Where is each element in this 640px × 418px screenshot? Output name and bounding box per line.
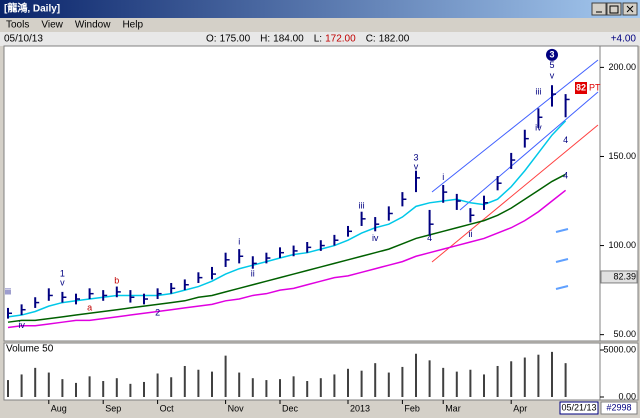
x-tick-label: Mar	[445, 403, 461, 413]
wave-label: iii	[5, 286, 11, 296]
ohlc-value: 184.00	[273, 34, 304, 45]
last-value-box	[600, 270, 638, 284]
wave-label: 5	[549, 60, 554, 70]
wave-label: 1	[60, 268, 65, 278]
target-value: 82	[576, 82, 586, 92]
price-axis	[599, 45, 639, 342]
target-label: PT	[589, 82, 601, 92]
volume-tick-label: 5000.00	[603, 344, 636, 354]
volume-axis	[599, 342, 639, 401]
ohlc-value: 172.00	[325, 34, 356, 45]
menu-item[interactable]: Window	[75, 20, 111, 31]
legend-ticks	[555, 228, 569, 290]
x-tick-label: Feb	[404, 403, 420, 413]
wave-label: iii	[359, 201, 365, 211]
wave-label: v	[60, 277, 65, 287]
wave-label: iv	[372, 233, 379, 243]
x-tick-label: Nov	[228, 403, 245, 413]
wave-badge	[546, 48, 558, 61]
bar-count: #2998	[606, 402, 631, 412]
wave-label: iv	[535, 122, 542, 132]
info-date: 05/10/13	[4, 34, 43, 45]
bar-count-box	[600, 401, 638, 415]
minimize-button[interactable]	[591, 2, 607, 16]
volume-title: Volume 50	[6, 344, 54, 355]
moving-average	[7, 189, 567, 329]
volume-tick-label: 0.00	[618, 391, 636, 401]
ohlc-value: 182.00	[379, 34, 410, 45]
window-button-icons	[596, 5, 634, 14]
date-box-label: 05/21/13	[561, 402, 596, 412]
channel-line	[459, 91, 599, 211]
wave-label: iii	[535, 87, 541, 97]
ohlc-value: 175.00	[220, 34, 251, 45]
x-tick-label: Dec	[282, 403, 299, 413]
wave-label: i	[238, 236, 240, 246]
moving-average	[7, 173, 566, 323]
info-change: +4.00	[611, 34, 637, 45]
wave-badge-label: 3	[549, 49, 554, 59]
x-tick-label: Apr	[513, 403, 527, 413]
moving-average	[7, 120, 567, 318]
ohlc-label: C:	[366, 34, 376, 45]
menu-item[interactable]: View	[41, 20, 63, 31]
x-tick-label: Aug	[51, 403, 67, 413]
wave-label: a	[87, 302, 92, 312]
wave-label: v	[550, 71, 555, 81]
wave-label: ii	[468, 229, 472, 239]
target-box	[575, 82, 587, 94]
wave-label: 4	[563, 170, 568, 180]
menu-item[interactable]: Help	[122, 20, 143, 31]
wave-label: 2	[155, 308, 160, 318]
wave-label: 3	[413, 153, 418, 163]
info-bar	[0, 32, 640, 46]
wave-label: v	[414, 162, 419, 172]
ohlc-label: H:	[260, 34, 270, 45]
wave-label: 4	[427, 233, 432, 243]
trend-line	[431, 124, 599, 263]
ohlc-label: O:	[206, 34, 217, 45]
y-tick-label: 200.00	[608, 62, 636, 72]
wave-label: b	[114, 276, 119, 286]
price-plot	[3, 45, 601, 342]
date-box	[559, 401, 599, 415]
window-title: [龍鴻, Daily]	[4, 2, 60, 15]
channel-line	[431, 59, 599, 193]
wave-label: 4	[563, 135, 568, 145]
wave-label: ii	[251, 268, 255, 278]
last-value: 82.39	[613, 271, 636, 281]
ohlc-label: L:	[314, 34, 322, 45]
title-bar	[0, 0, 640, 18]
wave-label: i	[442, 172, 444, 182]
y-tick-label: 50.00	[613, 329, 636, 339]
x-tick-label: Sep	[105, 403, 121, 413]
y-tick-label: 150.00	[608, 151, 636, 161]
menu-item[interactable]: Tools	[6, 20, 29, 31]
wave-label: iv	[18, 320, 25, 330]
y-tick-label: 100.00	[608, 240, 636, 250]
x-tick-label: 2013	[350, 403, 370, 413]
x-tick-label: Oct	[160, 403, 175, 413]
